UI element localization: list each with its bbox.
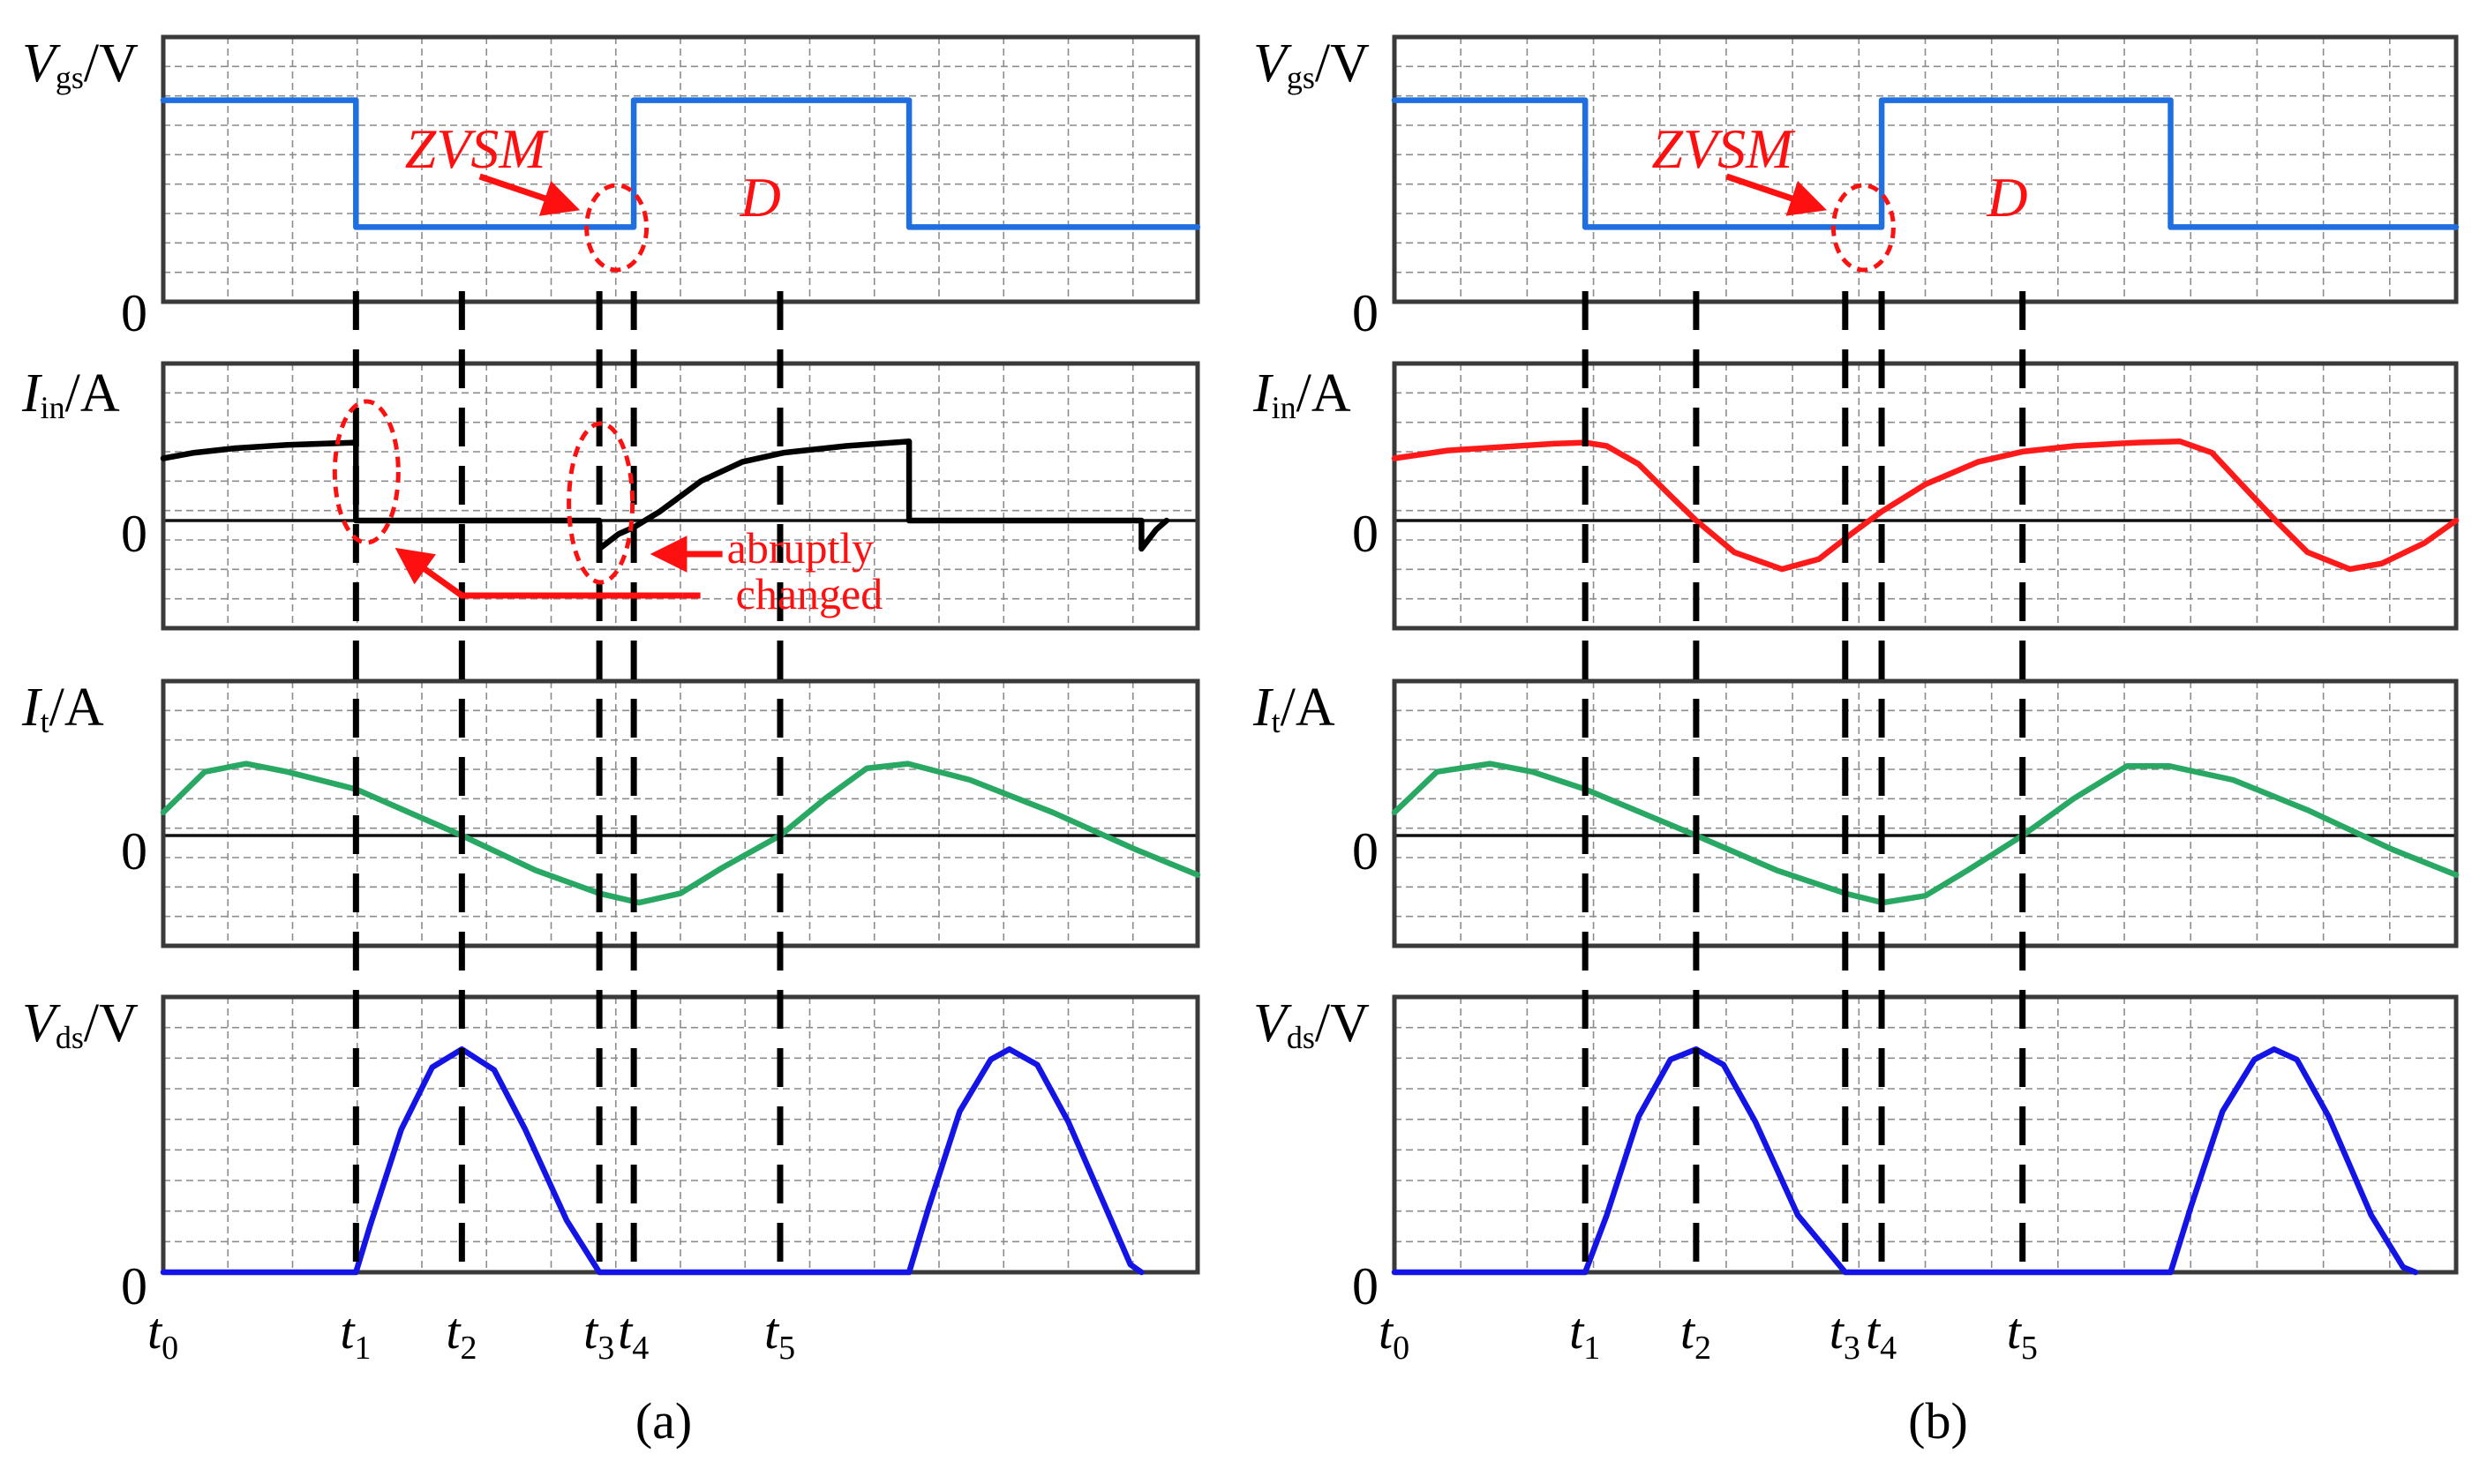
panel-frame (161, 34, 1200, 304)
series-line-vds (160, 1046, 1145, 1276)
time-label: t1 (1569, 1302, 1600, 1367)
figure-caption: (a) (635, 1392, 692, 1450)
time-label: t3 (1830, 1302, 1860, 1367)
time-label: t0 (1379, 1302, 1409, 1367)
zvsm-label: ZVSM (405, 117, 550, 180)
zero-label-vds: 0 (1352, 1257, 1379, 1315)
series-line-vds (1391, 1046, 2419, 1276)
series-line-it (1391, 761, 2460, 906)
panel-vgs: Vgs/V 0 (1253, 34, 2460, 342)
series-line-iin (160, 438, 1170, 552)
series-line-it (160, 761, 1201, 906)
zero-label-it: 0 (1352, 822, 1379, 881)
panel-frame (1392, 361, 2459, 631)
axis-label-vgs: Vgs/V (22, 34, 139, 95)
zvsm-label: ZVSM (1651, 117, 1796, 180)
zero-label-vgs: 0 (1352, 284, 1379, 342)
axis-label-vds: Vds/V (1253, 993, 1370, 1055)
panel-iin: Iin/A 0 (1252, 361, 2460, 631)
series-line-iin (1391, 438, 2460, 573)
axis-label-it: It/A (1252, 678, 1335, 739)
abrupt-label-line2: changed (736, 569, 883, 618)
zero-label-vgs: 0 (121, 284, 147, 342)
panel-iin: Iin/A 0 (21, 361, 1200, 631)
time-label: t2 (1680, 1302, 1711, 1367)
duty-label: D (740, 166, 781, 229)
zero-label-iin: 0 (1352, 505, 1379, 563)
time-label: t5 (2007, 1302, 2038, 1367)
duty-label: D (1986, 166, 2027, 229)
axis-label-iin: Iin/A (21, 364, 120, 425)
zvsm-arrow (1725, 173, 1828, 216)
panel-frame (161, 361, 1200, 631)
time-label: t4 (1866, 1302, 1897, 1367)
zero-label-vds: 0 (121, 1257, 147, 1315)
zero-label-it: 0 (121, 822, 147, 881)
panel-vds: Vds/V 0 (22, 993, 1200, 1315)
panel-it: It/A 0 (1252, 678, 2460, 948)
series-line-vgs (160, 97, 1201, 230)
abrupt-label-line1: abruptly (727, 523, 875, 573)
axis-label-iin: Iin/A (1252, 364, 1351, 425)
panel-vds: Vds/V 0 (1253, 993, 2459, 1315)
panel-frame (1392, 34, 2459, 304)
abrupt-arrow-left (394, 547, 683, 599)
time-label: t4 (618, 1302, 649, 1367)
abrupt-change-circle-t3 (567, 421, 635, 585)
panel-it: It/A 0 (21, 678, 1201, 948)
figure-caption: (b) (1908, 1392, 1968, 1450)
series-line-vgs (1391, 97, 2460, 230)
zvsm-highlight-circle (584, 183, 650, 273)
time-label: t1 (340, 1302, 371, 1367)
panel-vgs: Vgs/V 0 (22, 34, 1201, 342)
time-label: t2 (446, 1302, 477, 1367)
zero-label-iin: 0 (121, 505, 147, 563)
axis-label-it: It/A (21, 678, 104, 739)
time-label: t0 (147, 1302, 178, 1367)
time-label: t3 (583, 1302, 614, 1367)
axis-label-vgs: Vgs/V (1253, 34, 1370, 95)
time-label: t5 (764, 1302, 795, 1367)
zvsm-arrow (478, 173, 581, 216)
axis-label-vds: Vds/V (22, 993, 139, 1055)
zvsm-highlight-circle (1830, 183, 1896, 273)
abrupt-change-circle-t1 (332, 399, 401, 545)
